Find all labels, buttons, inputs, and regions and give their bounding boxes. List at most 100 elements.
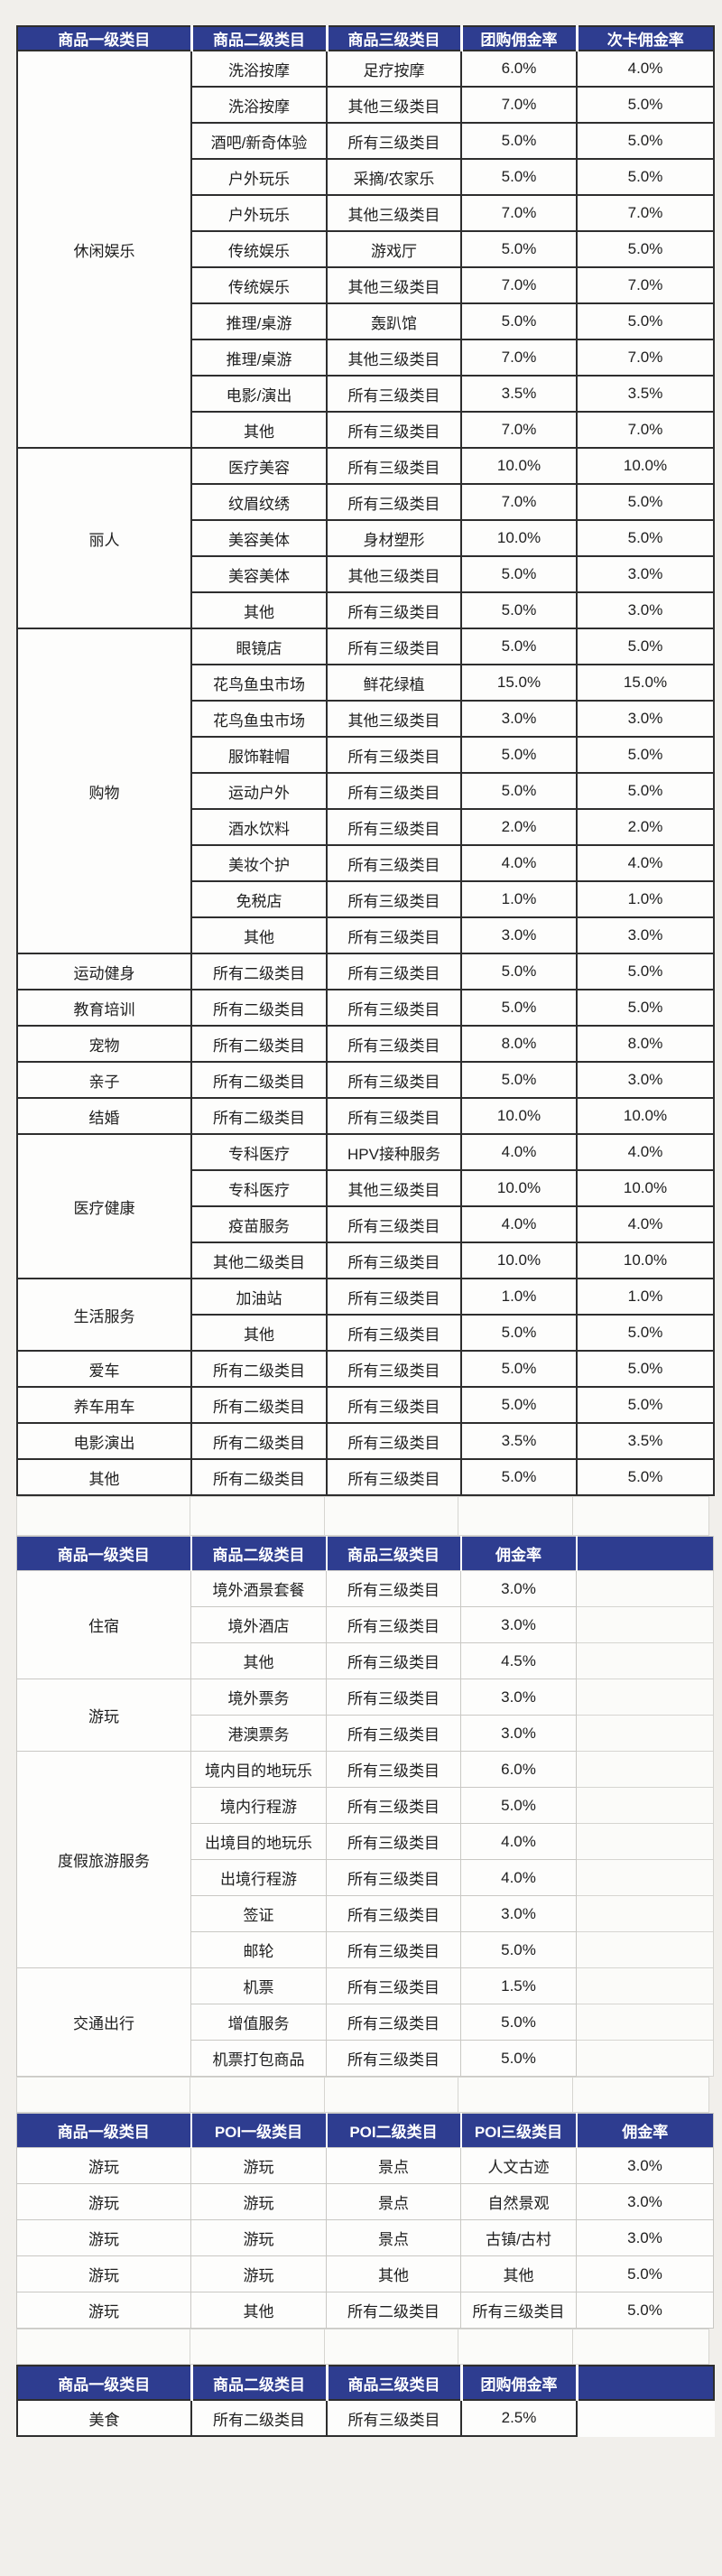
category-cell: 其他 (460, 2255, 577, 2292)
column-header: 商品二级类目 (190, 2365, 328, 2401)
category-cell: 其他三级类目 (326, 194, 462, 232)
level1-category-cell: 运动健身 (16, 953, 192, 990)
rate-cell: 5.0% (576, 122, 715, 160)
category-cell: 所有三级类目 (326, 2399, 462, 2437)
category-cell: 推理/桌游 (190, 339, 328, 377)
rate-cell: 5.0% (460, 2004, 577, 2041)
column-header: 商品一级类目 (16, 1536, 191, 1571)
level1-category-cell: 电影演出 (16, 1422, 192, 1460)
rate-cell: 5.0% (460, 302, 578, 340)
group-buy-card-commission-table: 商品一级类目 商品二级类目 商品三级类目 团购佣金率 次卡佣金率 休闲娱乐 洗浴按摩 足疗按摩… (16, 25, 715, 1496)
category-cell: 所有三级类目 (326, 1606, 461, 1643)
category-cell: 洗浴按摩 (190, 50, 328, 88)
category-cell: 所有二级类目 (190, 1422, 328, 1460)
level1-category-cell: 亲子 (16, 1061, 192, 1099)
rate-cell: 1.0% (460, 1278, 578, 1316)
rate-cell: 5.0% (460, 1386, 578, 1424)
spacer-row (16, 2329, 722, 2365)
category-cell: 其他 (190, 591, 328, 629)
category-cell: 其他 (326, 2255, 461, 2292)
spacer-cell (16, 1496, 190, 1536)
category-cell: 所有三级类目 (326, 1097, 462, 1135)
category-cell: 所有三级类目 (326, 483, 462, 521)
category-cell: 古镇/古村 (460, 2219, 577, 2256)
category-cell: 其他三级类目 (326, 266, 462, 304)
spacer-cell (458, 1496, 573, 1536)
category-cell: 足疗按摩 (326, 50, 462, 88)
rate-cell: 3.0% (576, 916, 715, 954)
level1-category-cell: 爱车 (16, 1350, 192, 1388)
category-cell: 其他 (190, 916, 328, 954)
rate-cell: 5.0% (460, 628, 578, 665)
level1-category-cell: 宠物 (16, 1025, 192, 1063)
category-cell: 境外酒景套餐 (190, 1570, 327, 1607)
category-cell: 所有三级类目 (326, 1642, 461, 1679)
category-cell: 港澳票务 (190, 1715, 327, 1752)
category-cell: 所有二级类目 (190, 1350, 328, 1388)
rate-cell: 3.0% (576, 700, 715, 738)
table-1-mount: 商品一级类目 商品二级类目 商品三级类目 团购佣金率 次卡佣金率 休闲娱乐 洗浴按摩 足疗按摩… (16, 25, 722, 1496)
rate-cell: 7.0% (460, 483, 578, 521)
rate-cell: 5.0% (460, 989, 578, 1027)
spacer-cell (458, 2077, 573, 2113)
category-cell: 游玩 (190, 2219, 327, 2256)
rate-cell: 7.0% (460, 86, 578, 124)
table-3-mount: 商品一级类目 POI一级类目 POI二级类目 POI三级类目 佣金率 游玩 游玩 景点 人文古迹… (16, 2113, 722, 2329)
rate-cell: 2.5% (460, 2399, 578, 2437)
category-cell: 美容美体 (190, 519, 328, 557)
rate-cell: 15.0% (576, 664, 715, 702)
level1-category-cell: 其他 (16, 1458, 192, 1496)
level1-category-cell: 美食 (16, 2399, 192, 2437)
category-cell: 所有三级类目 (326, 1278, 462, 1316)
rate-cell: 3.5% (576, 375, 715, 413)
category-cell: 所有三级类目 (326, 1895, 461, 1932)
column-header: 商品二级类目 (190, 1536, 327, 1571)
category-cell: 所有三级类目 (326, 916, 462, 954)
rate-cell: 5.0% (576, 86, 715, 124)
rate-cell: 3.0% (460, 1895, 577, 1932)
category-cell: 所有三级类目 (326, 1025, 462, 1063)
category-cell: 其他 (190, 1314, 328, 1352)
category-cell: 增值服务 (190, 2004, 327, 2041)
category-cell: 所有三级类目 (326, 1458, 462, 1496)
empty-cell (576, 1715, 714, 1752)
column-header: POI二级类目 (325, 2113, 461, 2148)
category-cell: 机票 (190, 1967, 327, 2004)
category-cell: 服饰鞋帽 (190, 736, 328, 774)
category-cell: 人文古迹 (460, 2147, 577, 2184)
rate-cell: 5.0% (460, 158, 578, 196)
spacer-row (16, 1496, 722, 1536)
category-cell: 所有三级类目 (326, 1350, 462, 1388)
category-cell: 所有二级类目 (190, 1386, 328, 1424)
rate-cell: 4.0% (576, 1133, 715, 1171)
category-cell: 所有三级类目 (326, 411, 462, 449)
rate-cell: 5.0% (576, 628, 715, 665)
category-cell: 推理/桌游 (190, 302, 328, 340)
rate-cell: 7.0% (576, 411, 715, 449)
category-cell: 游玩 (190, 2255, 327, 2292)
category-cell: 身材塑形 (326, 519, 462, 557)
rate-cell: 5.0% (460, 122, 578, 160)
category-cell: 机票打包商品 (190, 2040, 327, 2077)
category-cell: 所有二级类目 (190, 1025, 328, 1063)
rate-cell: 5.0% (576, 1386, 715, 1424)
spacer-cell (572, 2077, 709, 2113)
rate-cell: 3.5% (576, 1422, 715, 1460)
rate-cell: 5.0% (460, 772, 578, 810)
empty-cell (576, 1787, 714, 1824)
column-header: 商品三级类目 (325, 2365, 462, 2401)
category-cell: 所有三级类目 (326, 1859, 461, 1896)
rate-cell: 5.0% (460, 591, 578, 629)
rate-cell: 1.0% (460, 880, 578, 918)
empty-cell (576, 1642, 714, 1679)
level1-category-cell: 丽人 (16, 447, 192, 629)
category-cell: 户外玩乐 (190, 194, 328, 232)
category-cell: 所有三级类目 (326, 1061, 462, 1099)
spacer-cell (16, 2077, 190, 2113)
rate-cell: 3.0% (576, 2183, 714, 2220)
empty-cell (576, 1679, 714, 1716)
rate-cell: 5.0% (576, 736, 715, 774)
column-header: 团购佣金率 (459, 2365, 578, 2401)
rate-cell: 5.0% (576, 989, 715, 1027)
category-cell: 传统娱乐 (190, 266, 328, 304)
